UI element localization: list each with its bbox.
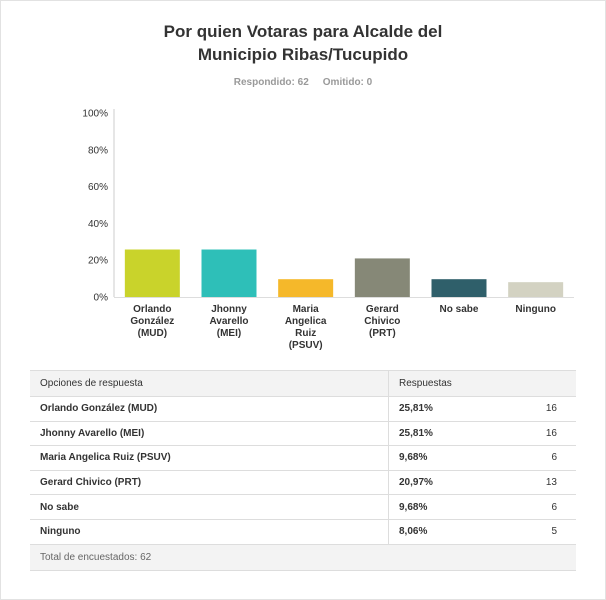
table-row: Orlando González (MUD) 25,81% 16 xyxy=(30,396,576,422)
bar xyxy=(431,279,487,297)
table-footer-row: Total de encuestados: 62 xyxy=(30,544,576,571)
y-tick-label: 40% xyxy=(88,219,108,230)
chart-title-line-1: Por quien Votaras para Alcalde del xyxy=(163,22,443,41)
x-tick-label: Orlando González (MUD) xyxy=(130,304,174,339)
skipped-count: Omitido: 0 xyxy=(322,77,373,88)
row-percent: 25,81% xyxy=(388,421,497,447)
x-tick-label: Jhonny Avarello (MEI) xyxy=(209,304,248,339)
response-summary: Respondido: 62 Omitido: 0 xyxy=(1,77,605,88)
row-count: 16 xyxy=(496,421,576,447)
table-header-row: Opciones de respuesta Respuestas xyxy=(30,370,576,397)
row-count: 13 xyxy=(496,470,576,496)
table-row: Ninguno 8,06% 5 xyxy=(30,519,576,545)
row-percent: 9,68% xyxy=(388,494,497,520)
table-row: No sabe 9,68% 6 xyxy=(30,494,576,520)
row-percent: 9,68% xyxy=(388,445,497,471)
row-option: Orlando González (MUD) xyxy=(30,396,389,422)
row-option: Gerard Chivico (PRT) xyxy=(30,470,389,496)
header-responses: Respuestas xyxy=(388,370,576,397)
y-tick-label: 0% xyxy=(94,293,109,304)
responses-table: Opciones de respuesta Respuestas Orlando… xyxy=(30,370,576,571)
row-count: 6 xyxy=(496,445,576,471)
row-percent: 25,81% xyxy=(388,396,497,422)
table-row: Maria Angelica Ruiz (PSUV) 9,68% 6 xyxy=(30,445,576,471)
table-row: Jhonny Avarello (MEI) 25,81% 16 xyxy=(30,421,576,447)
table-row: Gerard Chivico (PRT) 20,97% 13 xyxy=(30,470,576,496)
bar xyxy=(278,279,334,297)
header-option: Opciones de respuesta xyxy=(30,370,389,397)
bar xyxy=(508,282,564,297)
row-option: No sabe xyxy=(30,494,389,520)
x-tick-label: Gerard Chivico (PRT) xyxy=(364,304,400,339)
y-tick-label: 80% xyxy=(88,145,108,156)
row-option: Maria Angelica Ruiz (PSUV) xyxy=(30,445,389,471)
x-tick-label: Ninguno xyxy=(515,304,556,315)
bar xyxy=(201,249,257,297)
y-tick-label: 60% xyxy=(88,182,108,193)
x-tick-label: Maria Angelica Ruiz (PSUV) xyxy=(285,304,327,351)
chart-title: Por quien Votaras para Alcalde del Munic… xyxy=(1,20,605,66)
answered-count: Respondido: 62 xyxy=(233,77,309,88)
chart-title-line-2: Municipio Ribas/Tucupido xyxy=(197,45,409,64)
row-option: Jhonny Avarello (MEI) xyxy=(30,421,389,447)
x-tick-label: No sabe xyxy=(440,304,479,315)
row-percent: 20,97% xyxy=(388,470,497,496)
bar-chart: 0% 20% 40% 60% 80% 100% Orlando González (MUD) Jh… xyxy=(82,109,574,351)
bar xyxy=(354,258,410,297)
row-percent: 8,06% xyxy=(388,519,497,545)
row-count: 16 xyxy=(496,396,576,422)
y-tick-label: 100% xyxy=(82,109,108,120)
total-respondents: Total de encuestados: 62 xyxy=(30,544,576,571)
y-tick-label: 20% xyxy=(88,256,108,267)
row-count: 6 xyxy=(496,494,576,520)
row-count: 5 xyxy=(496,519,576,545)
bar xyxy=(124,249,180,297)
row-option: Ninguno xyxy=(30,519,389,545)
